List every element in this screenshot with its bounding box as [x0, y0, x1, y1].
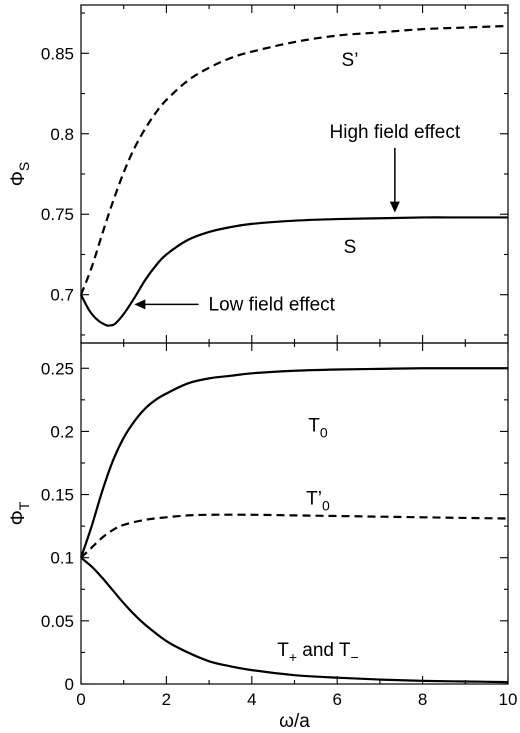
series-line-t-and-t-	[80, 556, 509, 684]
x-tick-label: 4	[247, 690, 256, 709]
y-axis-label: ΦT	[8, 501, 32, 525]
plot-frame	[80, 4, 509, 344]
x-tick-label: 0	[76, 690, 85, 709]
x-tick-label: 8	[418, 690, 427, 709]
y-tick-label: 0.05	[41, 612, 74, 631]
x-tick-label: 2	[162, 690, 171, 709]
y-tick-label: 0.2	[50, 422, 74, 441]
y-tick-label: 0.8	[50, 125, 74, 144]
series-line-s-	[79, 24, 509, 296]
arrowhead	[134, 299, 146, 310]
y-tick-label: 0	[65, 675, 74, 694]
x-axis-label: ω/a	[279, 711, 310, 732]
plot-frame	[80, 342, 509, 685]
bottom-panel-phi-t: 0 0.05 0.1 0.15 0.2 0.25 0 2 4 6 8 10 ΦT ω/a T0 T’0 T+ a…	[8, 342, 518, 732]
top-panel-phi-s: 0.7 0.75 0.8 0.85 ΦS S’ S High field effect Low …	[8, 4, 509, 344]
y-tick-label: 0.25	[41, 359, 74, 378]
x-tick-label: 10	[499, 690, 518, 709]
x-tick-label: 6	[332, 690, 341, 709]
y-tick-label: 0.15	[41, 486, 74, 505]
curve-label: T+ and T−	[277, 640, 359, 665]
curve-label: S	[344, 237, 357, 258]
y-tick-label: 0.75	[41, 205, 74, 224]
curve-label: S’	[342, 50, 359, 71]
y-tick-label: 0.1	[50, 549, 74, 568]
annotation-low-field: Low field effect	[209, 294, 336, 315]
annotation-high-field: High field effect	[330, 122, 461, 143]
arrowhead	[389, 201, 400, 213]
y-axis-label: ΦS	[8, 162, 32, 187]
curve-label: T0	[308, 415, 328, 440]
y-tick-label: 0.85	[41, 44, 74, 63]
series-line-s	[80, 216, 508, 327]
series-line-t-0	[80, 513, 509, 559]
y-tick-label: 0.7	[50, 286, 74, 305]
series-line-t0	[79, 367, 508, 559]
curve-label: T’0	[306, 489, 330, 514]
